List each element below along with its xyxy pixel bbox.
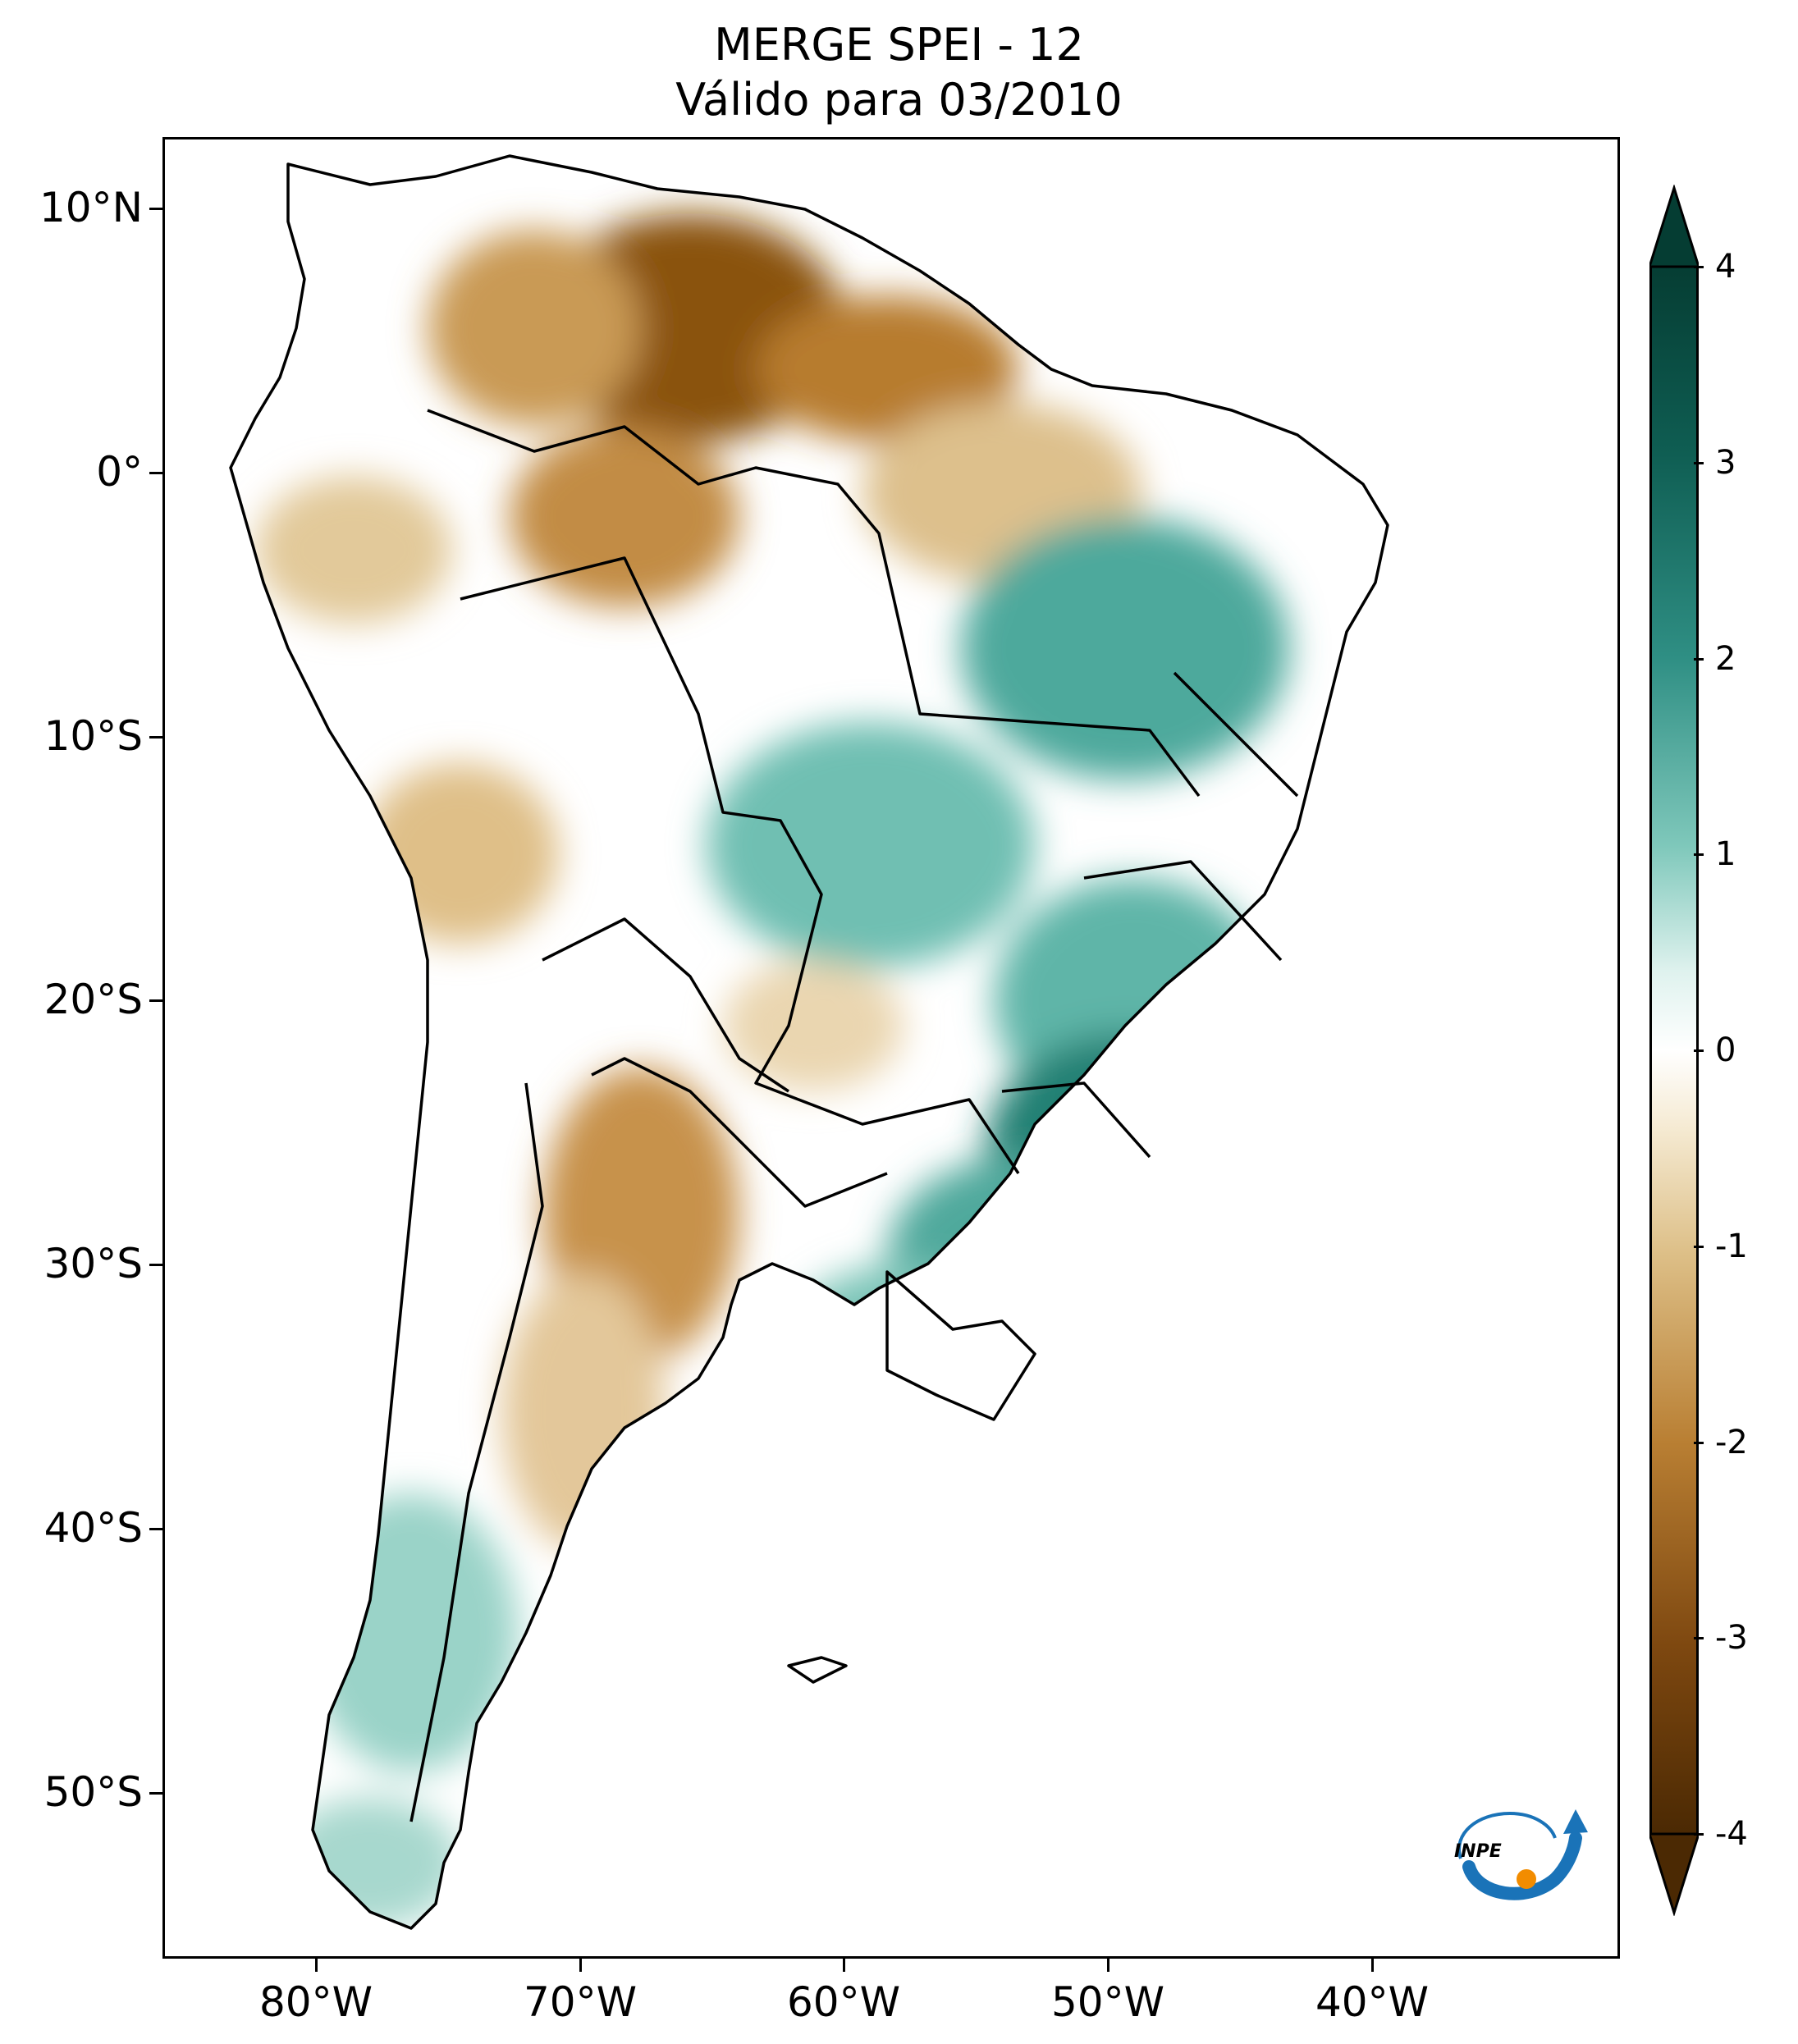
wet-anomaly-mato-grosso [707, 722, 1035, 968]
longitude-label: 50°W [1050, 1978, 1165, 2026]
colorbar-tick [1694, 657, 1704, 661]
logo-arrowhead-icon [1563, 1809, 1588, 1834]
dry-anomaly-cuyo [501, 1272, 666, 1551]
dry-anomaly-paraguay [723, 960, 904, 1091]
falkland-islands [787, 1656, 848, 1684]
wet-anomaly-patagonia [304, 1493, 518, 1772]
colorbar-tick-label: -1 [1715, 1227, 1748, 1265]
longitude-label: 70°W [523, 1978, 638, 2026]
latitude-tick [149, 472, 162, 474]
latitude-tick [149, 1264, 162, 1266]
wet-anomaly-south-east [986, 1034, 1265, 1264]
colorbar-tick [1694, 1245, 1704, 1248]
latitude-label: 30°S [43, 1240, 143, 1287]
colorbar-tick-label: -4 [1715, 1815, 1748, 1853]
border-line-argentina-north [591, 1057, 888, 1208]
colorbar-tick-label: 4 [1715, 248, 1736, 286]
logo-dot [1517, 1869, 1536, 1889]
longitude-label: 60°W [786, 1978, 901, 2026]
wet-anomaly-uruguay [772, 1264, 1035, 1477]
longitude-label: 40°W [1315, 1978, 1430, 2026]
longitude-label: 80°W [258, 1978, 373, 2026]
colorbar-tick [1694, 1441, 1704, 1444]
colorbar-tick-label: 2 [1715, 639, 1736, 678]
colorbar-tick [1694, 1637, 1704, 1640]
dry-anomaly-amazon-west [510, 427, 739, 607]
colorbar-max-extension [1649, 185, 1699, 268]
map-title: MERGE SPEI - 12 [714, 19, 1084, 71]
colorbar-min-extension [1649, 1832, 1699, 1916]
border-line-central [460, 556, 1020, 1174]
longitude-tick [1371, 1959, 1374, 1972]
latitude-tick [149, 999, 162, 1002]
logo-arrow-icon [1462, 1831, 1582, 1900]
latitude-tick [149, 208, 162, 210]
colorbar-tick [1694, 1049, 1704, 1052]
dry-anomaly-guianas [756, 295, 1018, 443]
latitude-label: 10°S [43, 712, 143, 760]
logo-text: INPE [1454, 1841, 1502, 1862]
border-line-bolivia [542, 917, 789, 1093]
border-line-andes [409, 1082, 544, 1822]
colorbar-tick-label: 3 [1715, 443, 1736, 482]
longitude-tick [315, 1959, 318, 1972]
map-subtitle: Válido para 03/2010 [675, 74, 1123, 126]
latitude-tick [149, 736, 162, 738]
wet-anomaly-tierra-del-fuego [280, 1797, 460, 1928]
longitude-tick [843, 1959, 845, 1972]
latitude-label: 0° [96, 448, 143, 496]
latitude-label: 50°S [43, 1768, 143, 1816]
latitude-label: 10°N [39, 184, 143, 231]
wet-anomaly-south [887, 1157, 1150, 1354]
border-line-brazil-states [1001, 671, 1299, 1159]
latitude-label: 40°S [43, 1504, 143, 1552]
wet-anomaly-northeast [961, 517, 1289, 780]
colorbar-tick-label: 0 [1715, 1031, 1736, 1069]
colorbar [1649, 185, 1699, 1916]
border-line-uruguay [885, 1270, 1036, 1421]
latitude-tick [149, 1528, 162, 1530]
logo-orbit-icon [1457, 1811, 1557, 1859]
colorbar-tick [1694, 853, 1704, 857]
colorbar-tick [1694, 266, 1704, 268]
latitude-label: 20°S [43, 976, 143, 1023]
colorbar-tick [1694, 461, 1704, 464]
colorbar-tick-label: -2 [1715, 1423, 1748, 1461]
colorbar-tick-label: -3 [1715, 1619, 1748, 1658]
dry-anomaly-peru [362, 763, 559, 944]
dry-anomaly-colombia [428, 230, 641, 427]
spei-map [229, 154, 1389, 1930]
dry-anomaly-ecuador [255, 476, 452, 624]
map-panel [162, 137, 1620, 1959]
border-line-north [427, 409, 1201, 798]
latitude-tick [149, 1792, 162, 1795]
colorbar-gradient [1649, 265, 1699, 1836]
longitude-tick [579, 1959, 582, 1972]
colorbar-tick-label: 1 [1715, 835, 1736, 874]
country-borders [229, 154, 1389, 1930]
spei-field [231, 156, 1388, 1928]
inpe-logo: INPE [1454, 1809, 1588, 1900]
longitude-tick [1107, 1959, 1109, 1972]
colorbar-tick [1694, 1833, 1704, 1836]
